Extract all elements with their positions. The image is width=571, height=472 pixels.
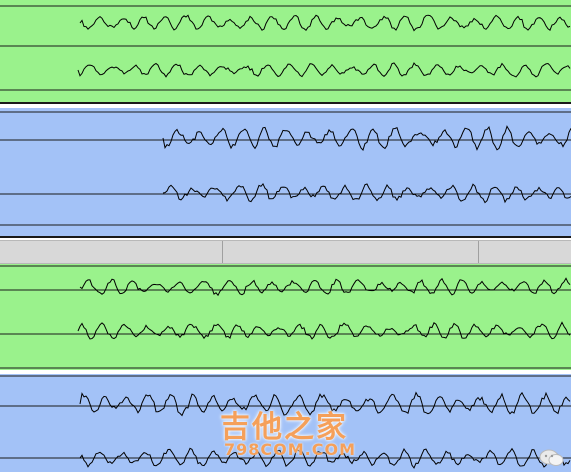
track-background: [0, 108, 571, 238]
separator-tick: [222, 241, 223, 263]
waveform-track-1: [0, 0, 571, 104]
separator-tick: [478, 241, 479, 263]
audio-track-4[interactable]: [0, 374, 571, 472]
waveform-track-3: [0, 264, 571, 370]
timeline-separator: [0, 240, 571, 264]
waveform-channel-2: [162, 182, 571, 204]
waveform-channel-2: [79, 447, 571, 469]
track-background: [0, 264, 571, 370]
waveform-channel-1: [162, 125, 571, 151]
waveform-channel-1: [79, 391, 571, 417]
waveform-track-2: [0, 108, 571, 238]
track-background: [0, 0, 571, 104]
audio-track-2[interactable]: [0, 108, 571, 238]
waveform-channel-1: [79, 14, 571, 32]
track-background: [0, 374, 571, 472]
waveform-channel-2: [77, 62, 571, 78]
audio-track-3[interactable]: [0, 264, 571, 370]
waveform-track-4: [0, 374, 571, 472]
waveform-channel-2: [77, 321, 571, 340]
waveform-channel-1: [79, 277, 571, 297]
audio-track-1[interactable]: [0, 0, 571, 104]
